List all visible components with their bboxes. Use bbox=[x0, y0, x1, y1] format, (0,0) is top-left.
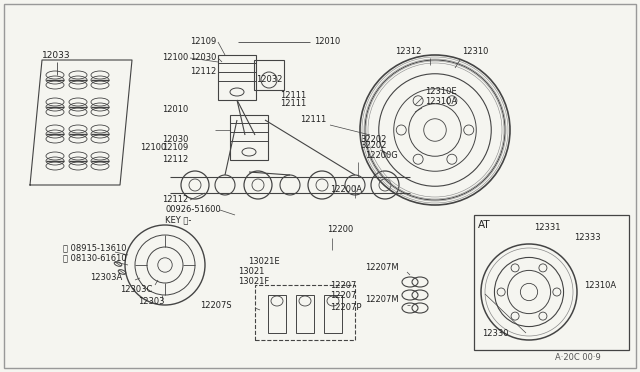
Text: KEY キ-: KEY キ- bbox=[165, 215, 191, 224]
Text: 12310E: 12310E bbox=[425, 87, 456, 96]
Text: 12200A: 12200A bbox=[330, 186, 362, 195]
Bar bbox=[474, 215, 629, 350]
Text: 12100: 12100 bbox=[140, 144, 166, 153]
Text: 12310A: 12310A bbox=[584, 280, 616, 289]
Text: 13021E: 13021E bbox=[248, 257, 280, 266]
Text: 32202: 32202 bbox=[360, 135, 387, 144]
Text: 12207M: 12207M bbox=[365, 263, 399, 273]
Text: 13021F: 13021F bbox=[238, 278, 269, 286]
Text: 13021: 13021 bbox=[238, 267, 264, 276]
Text: 12333: 12333 bbox=[574, 232, 600, 241]
Bar bbox=[218, 55, 256, 100]
Text: 12010: 12010 bbox=[314, 38, 340, 46]
Text: 12112: 12112 bbox=[162, 155, 188, 164]
Text: 12330: 12330 bbox=[482, 328, 509, 337]
Text: 12207: 12207 bbox=[330, 291, 356, 299]
Text: 12109: 12109 bbox=[162, 144, 188, 153]
Text: 12200: 12200 bbox=[327, 225, 353, 234]
Text: 12032: 12032 bbox=[256, 76, 282, 84]
Bar bbox=[296, 295, 314, 333]
Text: 12030: 12030 bbox=[162, 135, 188, 144]
Text: 12109: 12109 bbox=[190, 38, 216, 46]
Text: 12207S: 12207S bbox=[200, 301, 232, 310]
Text: 12112: 12112 bbox=[190, 67, 216, 77]
Text: 12303: 12303 bbox=[138, 298, 164, 307]
Text: 12310A: 12310A bbox=[425, 97, 457, 106]
Text: 12200G: 12200G bbox=[365, 151, 397, 160]
Bar bbox=[255, 285, 355, 340]
Text: 12312: 12312 bbox=[395, 48, 421, 57]
Text: 32202: 32202 bbox=[360, 141, 387, 150]
Bar bbox=[268, 295, 286, 333]
Text: 12310: 12310 bbox=[462, 48, 488, 57]
Text: 12303C: 12303C bbox=[120, 285, 152, 295]
Text: 12112: 12112 bbox=[162, 196, 188, 205]
Text: 12207: 12207 bbox=[330, 280, 356, 289]
Text: A·20C 00·9: A·20C 00·9 bbox=[555, 353, 601, 362]
Text: 12033: 12033 bbox=[42, 51, 70, 60]
Bar bbox=[324, 295, 342, 333]
Bar bbox=[230, 115, 268, 160]
Text: Ⓑ 08130-61610: Ⓑ 08130-61610 bbox=[63, 253, 127, 263]
Text: 12207P: 12207P bbox=[330, 304, 362, 312]
Text: 12303A: 12303A bbox=[90, 273, 122, 282]
Bar bbox=[254, 60, 284, 90]
Text: 12331: 12331 bbox=[534, 222, 561, 231]
Text: 12111: 12111 bbox=[300, 115, 326, 125]
Text: 12030: 12030 bbox=[190, 54, 216, 62]
Text: 12207M: 12207M bbox=[365, 295, 399, 305]
Text: 12100: 12100 bbox=[162, 54, 188, 62]
Text: 12111: 12111 bbox=[280, 99, 307, 108]
Text: 12010: 12010 bbox=[162, 106, 188, 115]
Text: ⒦ 08915-13610: ⒦ 08915-13610 bbox=[63, 244, 127, 253]
Text: 00926-51600: 00926-51600 bbox=[165, 205, 221, 215]
Text: 12111: 12111 bbox=[280, 90, 307, 99]
Text: AT: AT bbox=[478, 220, 491, 230]
